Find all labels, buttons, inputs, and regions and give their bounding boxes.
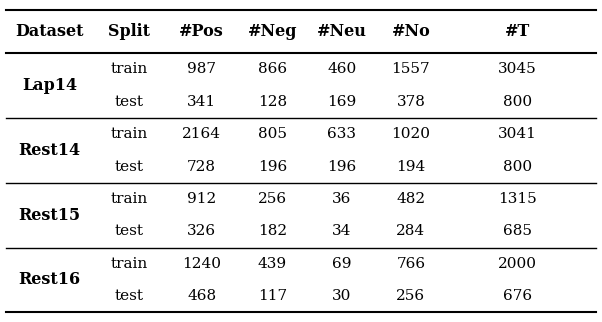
Text: train: train [111, 127, 148, 141]
Text: 69: 69 [332, 257, 352, 271]
Text: 194: 194 [396, 159, 426, 174]
Text: train: train [111, 192, 148, 206]
Text: test: test [115, 224, 144, 238]
Text: 1240: 1240 [182, 257, 221, 271]
Text: 326: 326 [187, 224, 216, 238]
Text: 866: 866 [258, 62, 287, 76]
Text: test: test [115, 159, 144, 174]
Text: 36: 36 [332, 192, 352, 206]
Text: Dataset: Dataset [16, 23, 84, 40]
Text: 341: 341 [187, 95, 216, 109]
Text: Lap14: Lap14 [22, 77, 77, 94]
Text: Rest16: Rest16 [19, 271, 81, 289]
Text: test: test [115, 289, 144, 303]
Text: 196: 196 [327, 159, 356, 174]
Text: 1315: 1315 [498, 192, 537, 206]
Text: Split: Split [108, 23, 150, 40]
Text: 34: 34 [332, 224, 352, 238]
Text: 2000: 2000 [498, 257, 537, 271]
Text: 2164: 2164 [182, 127, 221, 141]
Text: 633: 633 [327, 127, 356, 141]
Text: 3045: 3045 [498, 62, 537, 76]
Text: Rest15: Rest15 [19, 207, 81, 224]
Text: 117: 117 [258, 289, 287, 303]
Text: 182: 182 [258, 224, 287, 238]
Text: train: train [111, 257, 148, 271]
Text: 3041: 3041 [498, 127, 537, 141]
Text: 460: 460 [327, 62, 356, 76]
Text: #No: #No [391, 23, 430, 40]
Text: 468: 468 [187, 289, 216, 303]
Text: 439: 439 [258, 257, 287, 271]
Text: 1020: 1020 [391, 127, 430, 141]
Text: #Pos: #Pos [179, 23, 224, 40]
Text: 482: 482 [396, 192, 426, 206]
Text: #Neu: #Neu [317, 23, 367, 40]
Text: 378: 378 [397, 95, 425, 109]
Text: 30: 30 [332, 289, 352, 303]
Text: #T: #T [505, 23, 530, 40]
Text: 676: 676 [503, 289, 532, 303]
Text: 128: 128 [258, 95, 287, 109]
Text: train: train [111, 62, 148, 76]
Text: Rest14: Rest14 [19, 142, 81, 159]
Text: 256: 256 [258, 192, 287, 206]
Text: 728: 728 [187, 159, 216, 174]
Text: 805: 805 [258, 127, 287, 141]
Text: 1557: 1557 [391, 62, 430, 76]
Text: 987: 987 [187, 62, 216, 76]
Text: test: test [115, 95, 144, 109]
Text: 256: 256 [396, 289, 426, 303]
Text: 800: 800 [503, 95, 532, 109]
Text: 196: 196 [258, 159, 287, 174]
Text: #Neg: #Neg [247, 23, 297, 40]
Text: 800: 800 [503, 159, 532, 174]
Text: 169: 169 [327, 95, 356, 109]
Text: 284: 284 [396, 224, 426, 238]
Text: 912: 912 [187, 192, 216, 206]
Text: 685: 685 [503, 224, 532, 238]
Text: 766: 766 [396, 257, 426, 271]
